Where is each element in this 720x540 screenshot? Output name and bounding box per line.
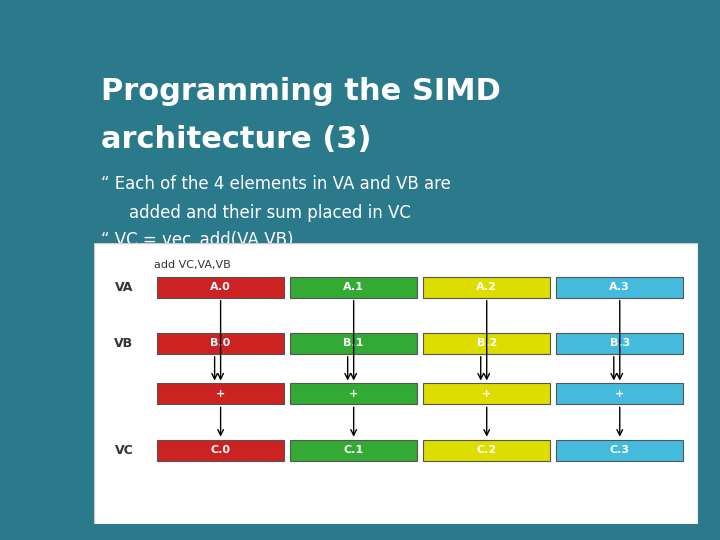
Bar [557, 440, 683, 461]
Text: +: + [349, 389, 359, 399]
Bar [423, 333, 550, 354]
Text: B.0: B.0 [210, 339, 230, 348]
Text: add VC,VA,VB: add VC,VA,VB [154, 260, 231, 270]
FancyBboxPatch shape [94, 243, 698, 524]
Bar [557, 276, 683, 298]
Bar [290, 333, 417, 354]
Text: B.2: B.2 [477, 339, 497, 348]
Text: B.3: B.3 [610, 339, 630, 348]
Text: A.2: A.2 [477, 282, 497, 292]
Text: added and their sum placed in VC: added and their sum placed in VC [129, 204, 411, 222]
Bar [157, 383, 284, 404]
Bar [557, 333, 683, 354]
Bar [290, 440, 417, 461]
Bar [157, 440, 284, 461]
Text: VA: VA [114, 281, 133, 294]
Text: A.1: A.1 [343, 282, 364, 292]
Bar [557, 383, 683, 404]
Text: C.3: C.3 [610, 445, 630, 455]
Bar [157, 333, 284, 354]
Text: C.1: C.1 [343, 445, 364, 455]
Text: A.3: A.3 [609, 282, 630, 292]
Text: +: + [482, 389, 491, 399]
Text: +: + [615, 389, 624, 399]
Bar [290, 383, 417, 404]
Text: Programming the SIMD: Programming the SIMD [101, 77, 501, 106]
Text: C.2: C.2 [477, 445, 497, 455]
Text: C.0: C.0 [211, 445, 230, 455]
Text: architecture (3): architecture (3) [101, 125, 372, 154]
Bar [290, 276, 417, 298]
Bar [423, 383, 550, 404]
Bar [157, 276, 284, 298]
Bar [423, 276, 550, 298]
Text: VC: VC [114, 443, 133, 457]
Text: B.1: B.1 [343, 339, 364, 348]
Text: “ VC = vec_add(VA,VB): “ VC = vec_add(VA,VB) [101, 231, 294, 249]
Bar [423, 440, 550, 461]
Text: VB: VB [114, 337, 133, 350]
Text: +: + [216, 389, 225, 399]
Text: A.0: A.0 [210, 282, 231, 292]
Text: “ Each of the 4 elements in VA and VB are: “ Each of the 4 elements in VA and VB ar… [101, 175, 451, 193]
